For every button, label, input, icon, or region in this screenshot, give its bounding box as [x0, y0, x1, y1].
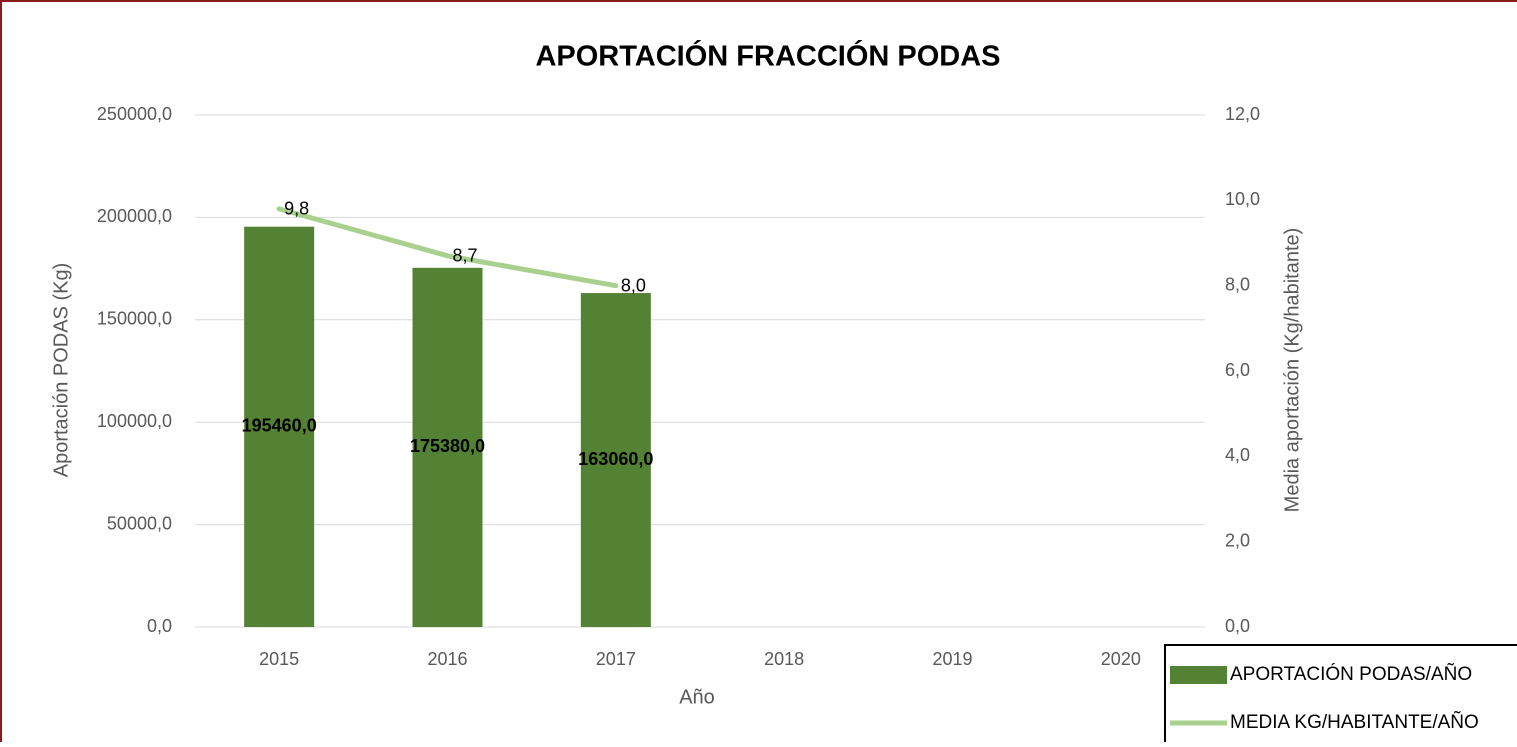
y-tick-label: 50000,0	[107, 513, 172, 533]
data-label: 8,0	[621, 275, 646, 295]
line	[276, 206, 619, 289]
y2-tick-label: 2,0	[1225, 530, 1250, 550]
y2-tick-label: 4,0	[1225, 445, 1250, 465]
y-axis-label: Aportación PODAS (Kg)	[50, 263, 72, 478]
y-tick-label: 250000,0	[97, 104, 172, 124]
x-tick-label: 2016	[427, 649, 467, 669]
data-label: 163060,0	[578, 449, 653, 469]
y-tick-label: 150000,0	[97, 309, 172, 329]
y-tick-label: 100000,0	[97, 411, 172, 431]
y2-axis-label: Media aportación (Kg/habitante)	[1281, 228, 1303, 513]
legend-label: MEDIA KG/HABITANTE/AÑO	[1230, 711, 1479, 733]
data-label: 8,7	[453, 246, 478, 266]
x-tick-label: 2015	[259, 649, 299, 669]
y2-tick-label: 12,0	[1225, 104, 1260, 124]
bar	[412, 267, 483, 627]
x-tick-label: 2019	[932, 649, 972, 669]
x-tick-label: 2018	[764, 649, 804, 669]
y2-tick-label: 8,0	[1225, 274, 1250, 294]
data-label: 9,8	[284, 199, 309, 219]
data-label: 175380,0	[410, 436, 485, 456]
legend-swatch	[1170, 666, 1227, 684]
chart-title: APORTACIÓN FRACCIÓN PODAS	[535, 39, 1000, 73]
bar	[580, 293, 651, 627]
y2-tick-label: 6,0	[1225, 360, 1250, 380]
data-label: 195460,0	[242, 416, 317, 436]
x-axis-label: Año	[679, 686, 715, 708]
y-tick-label: 200000,0	[97, 206, 172, 226]
x-tick-label: 2017	[596, 649, 636, 669]
y2-tick-label: 10,0	[1225, 189, 1260, 209]
legend-label: APORTACIÓN PODAS/AÑO	[1230, 663, 1472, 685]
x-tick-label: 2020	[1101, 649, 1141, 669]
legend-box	[1164, 644, 1517, 746]
bar	[244, 226, 315, 627]
y-tick-label: 0,0	[147, 616, 172, 636]
y2-tick-label: 0,0	[1225, 616, 1250, 636]
